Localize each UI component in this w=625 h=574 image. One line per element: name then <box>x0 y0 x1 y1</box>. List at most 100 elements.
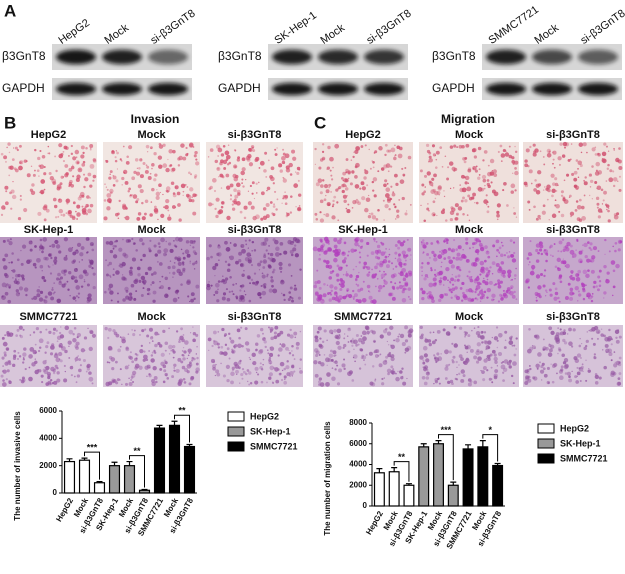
cell <box>533 334 538 338</box>
cell <box>611 294 614 297</box>
bar <box>78 459 91 494</box>
cell <box>60 269 66 275</box>
cell <box>360 335 363 337</box>
cell <box>366 254 369 257</box>
cell <box>109 249 114 254</box>
image-label: Mock <box>455 224 484 236</box>
cell <box>241 345 244 348</box>
cell <box>52 371 56 375</box>
cell <box>607 150 610 152</box>
cell <box>3 155 8 160</box>
cell <box>167 265 171 270</box>
cell <box>212 178 217 183</box>
cell <box>593 355 596 358</box>
cell <box>462 249 464 251</box>
cell <box>176 293 178 295</box>
cell <box>582 142 587 147</box>
legend-label: SK-Hep-1 <box>250 426 291 436</box>
cell <box>69 294 71 297</box>
cell <box>525 280 529 283</box>
cell <box>103 199 107 202</box>
cell <box>436 214 438 217</box>
cell <box>546 380 551 385</box>
cell <box>23 347 27 351</box>
cell <box>264 151 268 155</box>
cell <box>165 374 168 377</box>
cell <box>400 376 404 380</box>
cell <box>139 158 143 162</box>
cell <box>235 295 238 299</box>
cell <box>235 369 239 374</box>
cell <box>532 143 536 147</box>
cell <box>559 142 563 146</box>
cell <box>47 145 50 148</box>
cell <box>299 367 301 370</box>
cell <box>226 297 231 302</box>
protein-label: GAPDH <box>218 81 261 95</box>
cell <box>31 183 35 187</box>
cell <box>44 295 48 299</box>
cell <box>607 163 610 167</box>
cell <box>571 172 575 176</box>
cell <box>40 243 42 246</box>
cell <box>278 163 283 168</box>
cell <box>209 148 214 152</box>
cell <box>160 352 165 357</box>
cell <box>586 258 591 263</box>
cell <box>568 375 571 379</box>
cell <box>529 240 532 243</box>
cell <box>562 141 568 147</box>
cell <box>220 187 223 189</box>
cell <box>428 342 432 347</box>
lane-label: HepG2 <box>57 17 92 47</box>
cell <box>63 237 68 242</box>
cell <box>383 279 386 282</box>
cell <box>456 266 460 270</box>
cell <box>421 270 423 272</box>
cell <box>160 237 165 243</box>
cell <box>293 183 299 188</box>
cell <box>132 380 135 384</box>
cell <box>218 176 220 178</box>
cell <box>263 254 267 258</box>
protein-label: β3GnT8 <box>2 49 46 63</box>
cell <box>356 240 358 242</box>
cell <box>174 256 178 260</box>
cell <box>529 145 532 149</box>
cell <box>338 266 343 271</box>
cell <box>537 285 542 290</box>
cell <box>11 333 14 335</box>
cell <box>389 292 394 297</box>
cell <box>268 245 270 247</box>
cell <box>190 173 192 176</box>
cell <box>549 244 553 248</box>
cell <box>369 381 374 386</box>
cell <box>578 258 583 264</box>
cell <box>193 154 197 158</box>
cell <box>319 297 322 300</box>
cell <box>405 288 408 291</box>
cell <box>505 150 507 152</box>
cell <box>38 338 44 344</box>
cell <box>151 163 155 167</box>
cell <box>371 273 377 279</box>
cell <box>195 260 198 262</box>
cell <box>465 357 469 361</box>
cell <box>277 368 280 371</box>
cell <box>566 241 571 247</box>
cell <box>268 326 270 329</box>
cell <box>461 187 467 193</box>
cell <box>486 354 491 359</box>
cell <box>109 170 113 174</box>
cell <box>603 291 607 295</box>
cell <box>180 248 183 251</box>
cell <box>449 145 454 149</box>
cell <box>426 261 430 265</box>
cell <box>59 359 63 363</box>
cell <box>452 256 456 260</box>
cell <box>331 205 334 208</box>
cell <box>321 340 325 344</box>
cell <box>108 261 112 266</box>
cell <box>77 296 80 299</box>
cell <box>128 381 133 386</box>
